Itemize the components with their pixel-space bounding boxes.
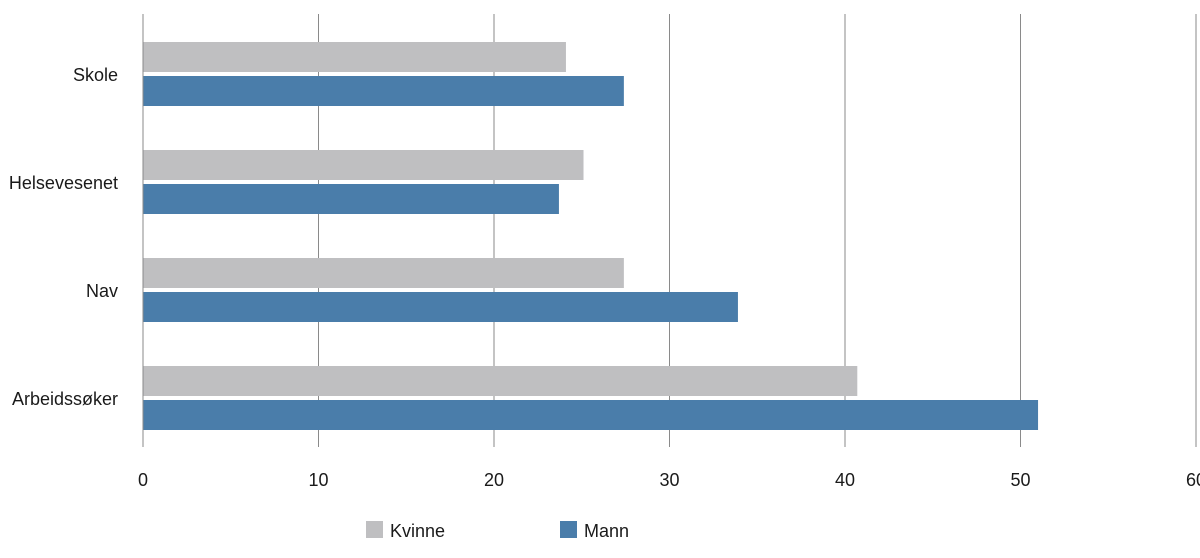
- x-tick-label: 50: [1010, 470, 1030, 490]
- bar-mann-1: [143, 184, 559, 214]
- bar-mann-3: [143, 400, 1039, 430]
- x-tick-label: 60: [1186, 470, 1200, 490]
- bars: [143, 42, 1039, 430]
- bar-kvinne-3: [143, 366, 858, 396]
- legend-swatch-mann: [560, 521, 577, 538]
- legend: Kvinne Mann: [366, 521, 629, 541]
- legend-label-mann: Mann: [584, 521, 629, 541]
- bar-kvinne-1: [143, 150, 584, 180]
- bar-kvinne-2: [143, 258, 624, 288]
- x-tick-label: 10: [308, 470, 328, 490]
- x-tick-label: 30: [659, 470, 679, 490]
- bar-kvinne-0: [143, 42, 566, 72]
- category-label: Nav: [86, 281, 118, 301]
- bar-mann-2: [143, 292, 738, 322]
- category-label: Skole: [73, 65, 118, 85]
- category-label: Arbeidssøker: [12, 389, 118, 409]
- legend-swatch-kvinne: [366, 521, 383, 538]
- x-tick-label: 0: [138, 470, 148, 490]
- bar-mann-0: [143, 76, 624, 106]
- category-label: Helsevesenet: [9, 173, 118, 193]
- x-tick-label: 20: [484, 470, 504, 490]
- x-tick-label: 40: [835, 470, 855, 490]
- axes: 0 10 20 30 40 50 60 Skole Helsevesenet Nav Arbeids…: [9, 14, 1200, 490]
- legend-label-kvinne: Kvinne: [390, 521, 445, 541]
